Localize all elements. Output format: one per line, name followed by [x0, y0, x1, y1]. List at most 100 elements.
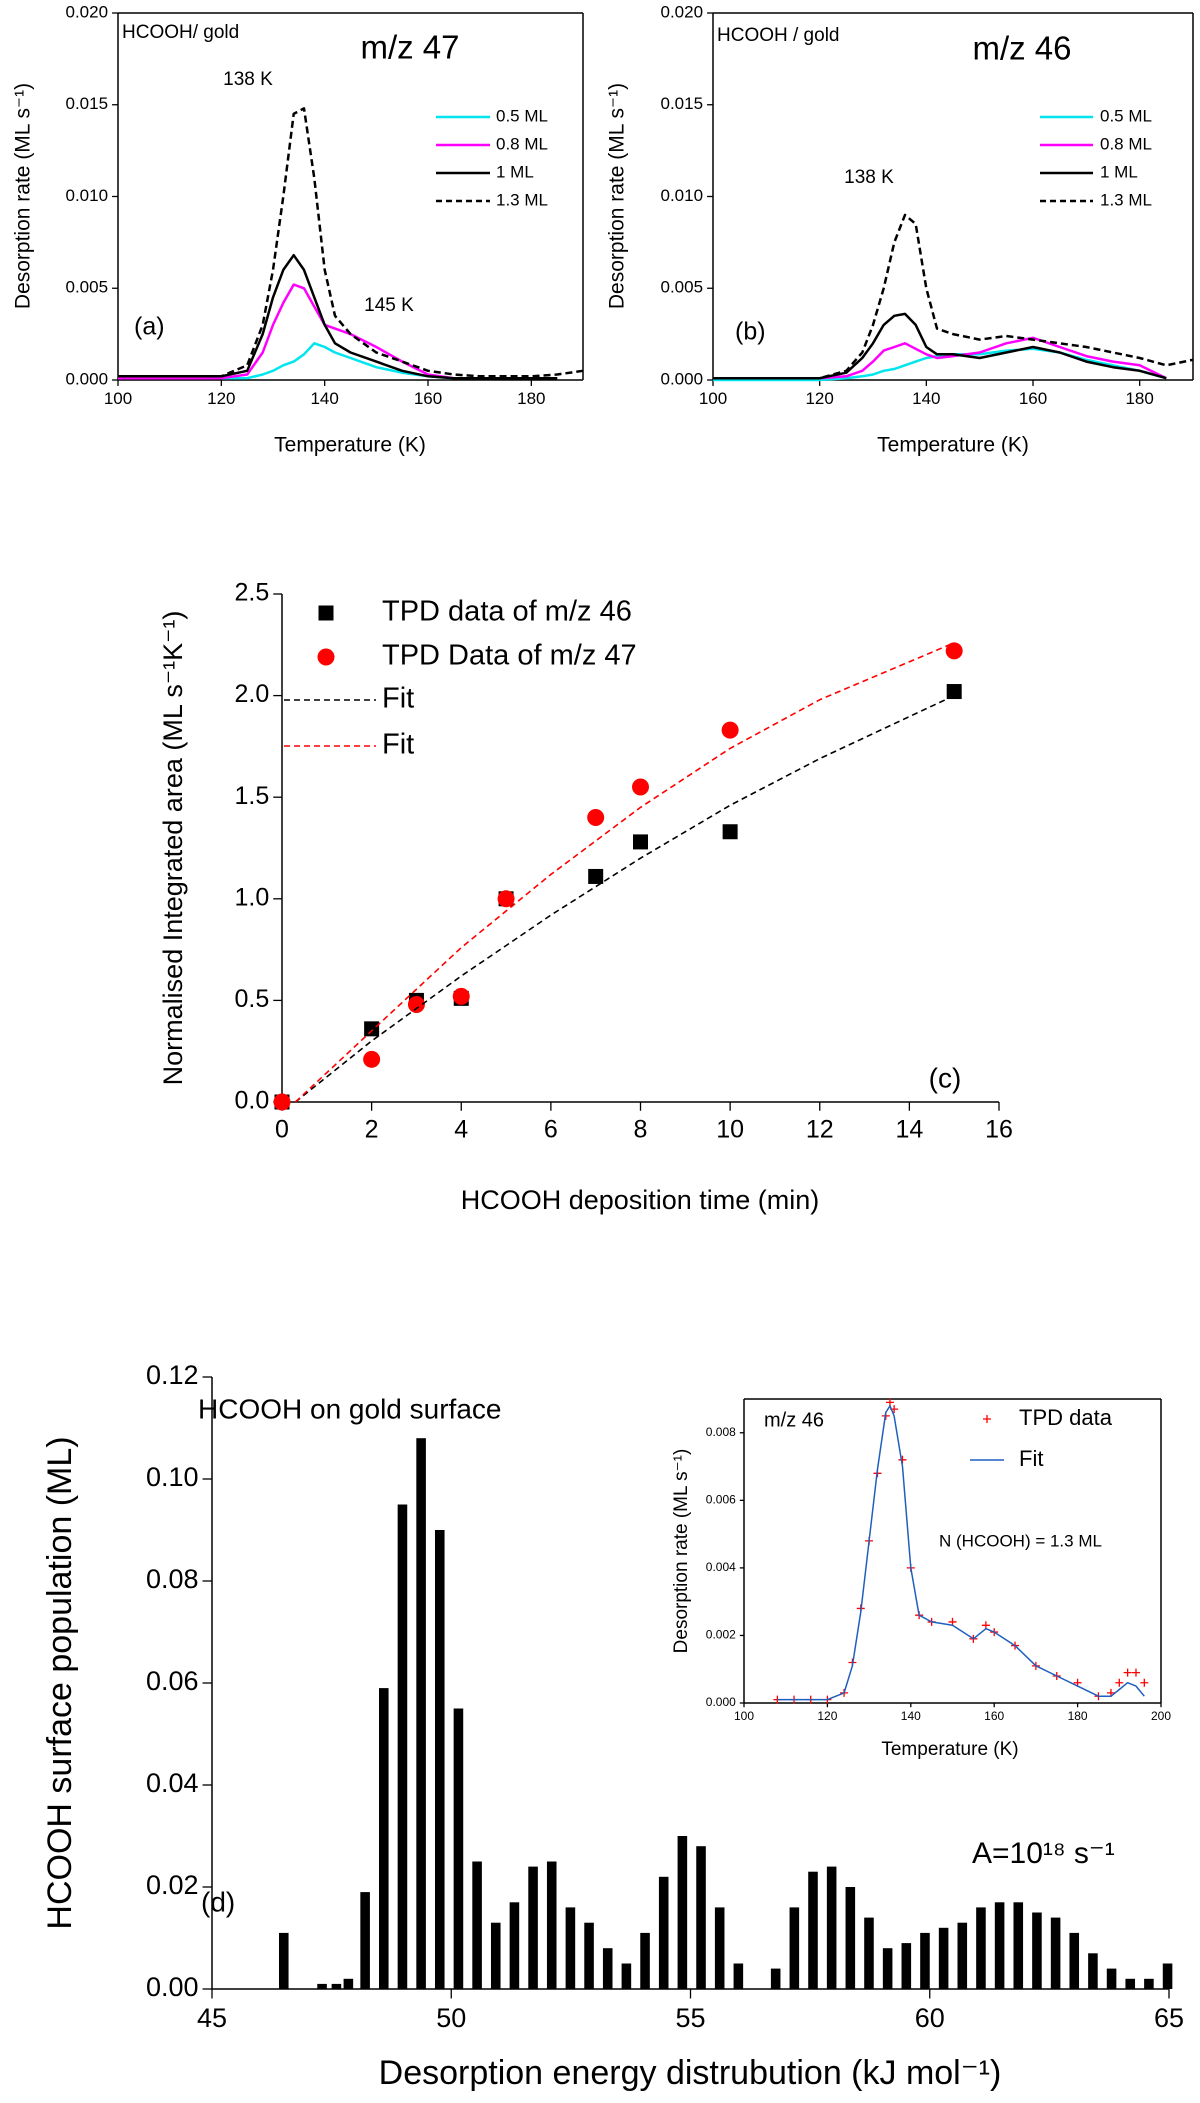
x-tick-label: 65 [1154, 2003, 1184, 2033]
y-tick-label: 0.002 [706, 1628, 736, 1642]
x-tick-label: 16 [985, 1115, 1013, 1143]
circle-marker [721, 721, 739, 739]
x-tick-label: 120 [805, 389, 833, 408]
y-tick-label: 1.0 [234, 883, 269, 911]
x-tick-label: 140 [912, 389, 940, 408]
bar [360, 1892, 370, 1989]
y-tick-label: 0.010 [661, 186, 704, 205]
legend-label: 0.8 ML [1100, 134, 1152, 153]
y-tick-label: 0.008 [706, 1425, 736, 1439]
annotation: (d) [201, 1886, 235, 1917]
bar [826, 1866, 837, 1989]
x-tick-label: 6 [544, 1115, 558, 1143]
x-axis-title: Temperature (K) [881, 1739, 1018, 1760]
y-tick-label: 0.000 [66, 369, 109, 388]
x-tick-label: 10 [716, 1115, 744, 1143]
y-tick-label: 0.020 [661, 2, 704, 21]
y-tick-label: 0.5 [234, 985, 269, 1013]
x-tick-label: 4 [454, 1115, 468, 1143]
y-tick-label: 0.08 [146, 1564, 199, 1594]
annotation: 138 K [223, 69, 273, 90]
annotation: N (HCOOH) = 1.3 ML [939, 1531, 1102, 1550]
x-tick-label: 100 [699, 389, 727, 408]
bar [789, 1907, 800, 1989]
bar [1125, 1978, 1136, 1989]
annotation: HCOOH/ gold [122, 22, 239, 43]
circle-marker [452, 987, 470, 1005]
bar [621, 1963, 632, 1989]
series-line [118, 107, 584, 378]
legend-label: Fit [382, 683, 414, 715]
bar [1013, 1902, 1024, 1989]
x-tick-label: 14 [895, 1115, 923, 1143]
x-tick-label: 140 [901, 1709, 921, 1723]
y-tick-label: 0.005 [661, 278, 704, 297]
bar [957, 1922, 968, 1989]
y-tick-label: 2.5 [234, 579, 269, 607]
bar [920, 1932, 930, 1989]
circle-marker [317, 648, 335, 666]
annotation: HCOOH / gold [717, 25, 839, 46]
bar [901, 1943, 912, 1989]
y-tick-label: 0.12 [146, 1360, 199, 1390]
series-line [294, 642, 955, 1103]
x-tick-label: 180 [1125, 389, 1153, 408]
x-tick-label: 12 [806, 1115, 834, 1143]
circle-marker [363, 1050, 381, 1068]
bar [658, 1876, 669, 1989]
bar [378, 1688, 389, 1989]
x-tick-label: 100 [734, 1709, 754, 1723]
bar [994, 1902, 1005, 1989]
x-tick-label: 2 [365, 1115, 379, 1143]
annotation: m/z 46 [764, 1409, 824, 1431]
bar [416, 1438, 426, 1989]
x-tick-label: 160 [984, 1709, 1004, 1723]
bar [845, 1887, 856, 1989]
annotation: HCOOH on gold surface [198, 1393, 501, 1424]
y-tick-label: 0.015 [66, 94, 109, 113]
bar [677, 1836, 688, 1989]
bar [602, 1948, 613, 1989]
x-axis-title: Desorption energy distrubution (kJ mol⁻¹… [379, 2054, 1002, 2092]
legend-label: 1 ML [1100, 162, 1138, 181]
series-line [713, 312, 1167, 380]
y-tick-label: 0.10 [146, 1462, 199, 1492]
bar [696, 1846, 706, 1989]
annotation: 138 K [844, 167, 894, 188]
x-tick-label: 50 [436, 2003, 466, 2033]
bar [509, 1902, 520, 1989]
y-tick-label: 0.06 [146, 1666, 199, 1696]
x-tick-label: 200 [1151, 1709, 1171, 1723]
x-tick-label: 100 [104, 389, 132, 408]
bar [546, 1861, 557, 1989]
plus-marker [1115, 1678, 1124, 1687]
y-tick-label: 1.5 [234, 782, 269, 810]
circle-marker [497, 890, 515, 908]
bar [1106, 1968, 1117, 1989]
square-marker [633, 834, 648, 850]
bar [1050, 1917, 1061, 1989]
circle-marker [587, 809, 605, 827]
x-tick-label: 160 [414, 389, 442, 408]
y-tick-label: 0.000 [661, 369, 704, 388]
annotation: 145 K [364, 295, 414, 316]
bar [397, 1504, 408, 1989]
square-marker [722, 824, 738, 840]
bar [1088, 1953, 1098, 1989]
bar [770, 1968, 781, 1989]
y-tick-label: 0.000 [706, 1695, 736, 1709]
series-line [713, 213, 1194, 380]
legend-label: Fit [1019, 1446, 1043, 1471]
bar [331, 1983, 342, 1989]
bar [317, 1983, 327, 1989]
bar [938, 1927, 949, 1989]
x-tick-label: 120 [207, 389, 235, 408]
y-tick-label: 0.004 [706, 1560, 736, 1574]
x-axis-title: Temperature (K) [877, 434, 1029, 457]
circle-marker [945, 642, 963, 660]
legend-label: TPD data [1019, 1405, 1113, 1430]
plus-marker [1131, 1668, 1140, 1677]
series-line [294, 694, 955, 1103]
bar [1144, 1978, 1154, 1989]
